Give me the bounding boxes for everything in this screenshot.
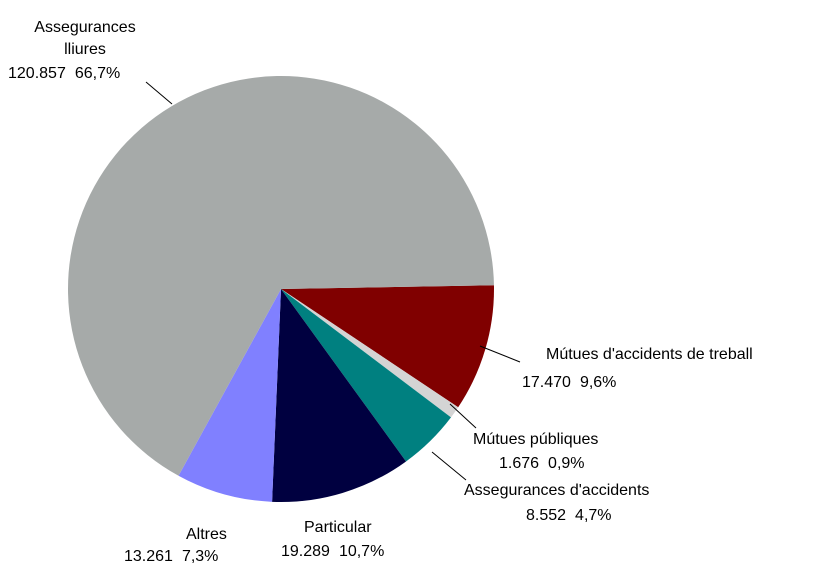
leader-line	[431, 451, 467, 481]
pie-slice	[178, 289, 281, 502]
slice-name: Particular	[304, 519, 372, 536]
value-label: 8.552	[526, 507, 567, 524]
percent-label: 66,7%	[74, 65, 121, 82]
pie-slice	[281, 289, 459, 418]
percent-label: 9,6%	[579, 374, 617, 391]
percent-label: 10,7%	[338, 543, 385, 560]
slice-name: Mútues d'accidents de treball	[546, 346, 753, 363]
slice-name: Mútues públiques	[473, 431, 599, 448]
slice-value: 13.261 7,3%	[124, 547, 218, 567]
pie-slice	[272, 289, 407, 503]
value-label: 19.289	[281, 543, 330, 560]
slice-value: 120.857 66,7%	[8, 64, 120, 84]
pie-slice	[281, 285, 494, 408]
slice-name: Assegurances d'accidents	[464, 482, 650, 499]
value-label: 1.676	[499, 455, 540, 472]
leader-line	[449, 403, 477, 429]
pie-slice	[67, 75, 494, 476]
slice-value: 8.552 4,7%	[526, 506, 612, 526]
value-label: 17.470	[522, 374, 571, 391]
value-label: 120.857	[8, 65, 66, 82]
percent-label: 7,3%	[181, 548, 219, 565]
slice-name: Assegurances lliures	[34, 19, 136, 58]
pie-slice	[281, 289, 451, 462]
percent-label: 4,7%	[575, 507, 612, 524]
slice-name: Altres	[186, 526, 227, 543]
leader-line	[145, 81, 173, 105]
value-label: 13.261	[124, 548, 173, 565]
slice-value: 1.676 0,9%	[499, 454, 585, 474]
slice-value: 19.289 10,7%	[281, 542, 384, 562]
percent-label: 0,9%	[548, 455, 585, 472]
slice-value: 17.470 9,6%	[522, 373, 616, 393]
leader-line	[479, 345, 521, 363]
